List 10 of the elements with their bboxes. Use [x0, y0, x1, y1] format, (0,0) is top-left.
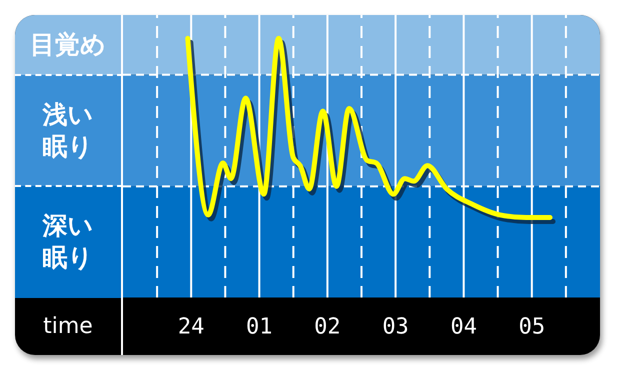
x-axis-title: time [15, 298, 123, 355]
band-label: 目覚め [29, 28, 107, 61]
x-tick-label: 04 [450, 314, 477, 340]
x-tick-label: 24 [178, 314, 204, 340]
band-label: 深い眠り [42, 210, 94, 274]
x-tick-label: 05 [518, 314, 546, 340]
x-tick-label: 03 [382, 314, 409, 340]
x-tick-label: 01 [246, 314, 273, 340]
band-label: 浅い眠り [42, 98, 94, 163]
x-tick-label: 02 [314, 314, 341, 340]
